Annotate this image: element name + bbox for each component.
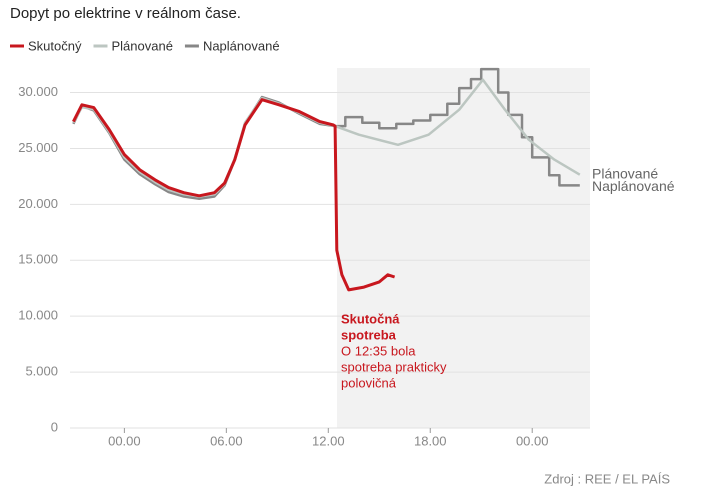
y-tick-label: 30.000 [18,84,58,99]
legend-label: Plánované [111,38,172,53]
annotation-text: O 12:35 bola [341,343,416,358]
legend-label: Naplánované [203,38,280,53]
annotation-title: spotreba [341,327,397,342]
y-tick-label: 5.000 [25,364,58,379]
x-tick-label: 06.00 [210,433,243,448]
y-tick-label: 0 [51,419,58,434]
annotation-title: Skutočná [341,311,400,326]
chart-title: Dopyt po elektrine v reálnom čase. [10,5,241,22]
legend-label: Skutočný [28,38,82,53]
y-tick-label: 15.000 [18,252,58,267]
x-tick-label: 00.00 [108,433,141,448]
y-tick-label: 25.000 [18,140,58,155]
end-label: Plánované [592,165,658,181]
y-tick-label: 20.000 [18,196,58,211]
y-tick-label: 10.000 [18,308,58,323]
annotation-text: polovičná [341,375,397,390]
x-tick-label: 12.00 [312,433,345,448]
x-tick-label: 18.00 [414,433,447,448]
line-0 [72,98,396,292]
annotation-text: spotreba prakticky [341,359,447,374]
line-2 [72,67,580,201]
x-tick-label: 00.00 [516,433,549,448]
end-label: Naplánované [592,178,675,194]
source: Zdroj : REE / EL PAÍS [544,471,670,486]
